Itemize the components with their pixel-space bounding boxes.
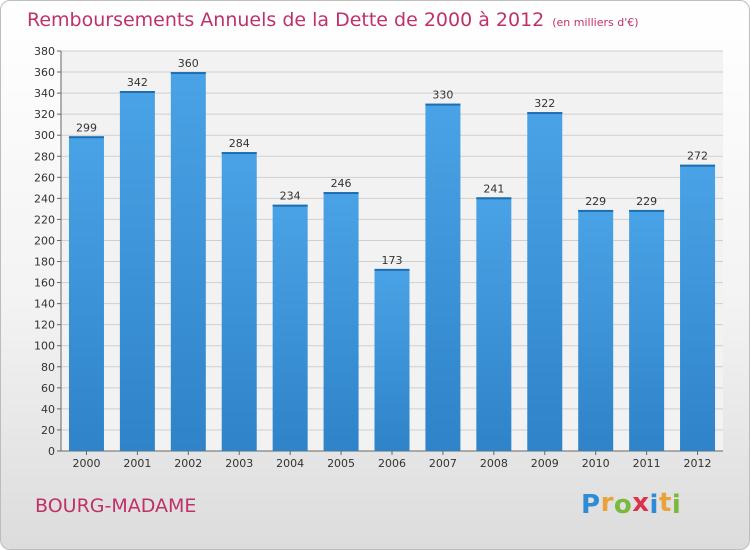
y-tick-label: 140 <box>34 298 55 311</box>
y-tick-label: 320 <box>34 108 55 121</box>
y-tick-label: 120 <box>34 319 55 332</box>
logo-letter: i <box>671 490 682 520</box>
x-tick-label: 2012 <box>684 457 712 470</box>
chart-title: Remboursements Annuels de la Dette de 20… <box>27 9 639 31</box>
x-tick-label: 2008 <box>480 457 508 470</box>
data-label: 272 <box>687 150 708 163</box>
y-tick-label: 240 <box>34 192 55 205</box>
bar <box>323 192 359 452</box>
bar <box>527 112 563 451</box>
x-tick-label: 2011 <box>633 457 661 470</box>
bar <box>425 103 461 451</box>
commune-name: BOURG-MADAME <box>35 495 197 517</box>
data-label: 234 <box>280 190 301 203</box>
x-tick-label: 2006 <box>378 457 406 470</box>
bar-top-edge <box>425 103 461 106</box>
y-tick-label: 40 <box>41 403 55 416</box>
y-tick-label: 200 <box>34 234 55 247</box>
y-tick-label: 20 <box>41 424 55 437</box>
logo-letter: P <box>581 490 601 520</box>
y-tick-label: 220 <box>34 213 55 226</box>
bar <box>68 136 104 451</box>
logo-letter: x <box>632 488 650 518</box>
bar-top-edge <box>68 136 104 139</box>
logo-letter: o <box>613 490 633 520</box>
y-tick-label: 280 <box>34 150 55 163</box>
title-unit: (en milliers d'€) <box>552 16 639 29</box>
bar <box>578 209 614 451</box>
data-label: 246 <box>331 177 352 190</box>
data-label: 322 <box>534 97 555 110</box>
x-tick-label: 2004 <box>276 457 304 470</box>
x-tick-label: 2000 <box>72 457 100 470</box>
data-label: 342 <box>127 76 148 89</box>
data-label: 299 <box>76 121 97 134</box>
bar-top-edge <box>221 152 257 155</box>
y-tick-label: 340 <box>34 87 55 100</box>
bar-top-edge <box>527 112 563 115</box>
bar-top-edge <box>323 192 359 195</box>
bar-top-edge <box>680 164 716 167</box>
y-tick-label: 300 <box>34 129 55 142</box>
bar <box>629 209 665 451</box>
bar <box>374 268 410 451</box>
data-label: 229 <box>636 195 657 208</box>
bar <box>680 164 716 451</box>
logo-letter: t <box>658 488 672 518</box>
data-label: 173 <box>382 254 403 267</box>
bar-top-edge <box>578 209 614 212</box>
y-tick-label: 380 <box>34 45 55 58</box>
data-label: 229 <box>585 195 606 208</box>
y-tick-label: 100 <box>34 340 55 353</box>
bar <box>119 91 155 451</box>
x-tick-label: 2010 <box>582 457 610 470</box>
y-tick-label: 260 <box>34 171 55 184</box>
data-label: 360 <box>178 57 199 70</box>
bar <box>170 72 206 451</box>
data-label: 284 <box>229 137 250 150</box>
bar-top-edge <box>170 72 206 75</box>
x-tick-label: 2007 <box>429 457 457 470</box>
bar <box>221 152 257 452</box>
y-tick-label: 160 <box>34 277 55 290</box>
bar-top-edge <box>476 197 512 200</box>
y-tick-label: 80 <box>41 361 55 374</box>
y-tick-label: 180 <box>34 256 55 269</box>
data-label: 241 <box>483 182 504 195</box>
bar-top-edge <box>374 268 410 271</box>
bar-top-edge <box>119 91 155 93</box>
bar-top-edge <box>629 209 665 212</box>
logo-letter: i <box>649 490 659 520</box>
data-label: 330 <box>432 89 453 102</box>
x-tick-label: 2009 <box>531 457 559 470</box>
title-text: Remboursements Annuels de la Dette de 20… <box>27 9 545 31</box>
bar <box>272 204 308 451</box>
proxiti-logo: Proxiti <box>581 488 682 520</box>
bar-top-edge <box>272 204 308 207</box>
logo-letter: r <box>600 488 614 518</box>
x-tick-label: 2002 <box>174 457 202 470</box>
y-tick-label: 60 <box>41 382 55 395</box>
y-tick-label: 360 <box>34 66 55 79</box>
x-tick-label: 2003 <box>225 457 253 470</box>
x-tick-label: 2005 <box>327 457 355 470</box>
y-tick-label: 0 <box>48 445 55 458</box>
bar <box>476 197 512 451</box>
x-tick-label: 2001 <box>123 457 151 470</box>
